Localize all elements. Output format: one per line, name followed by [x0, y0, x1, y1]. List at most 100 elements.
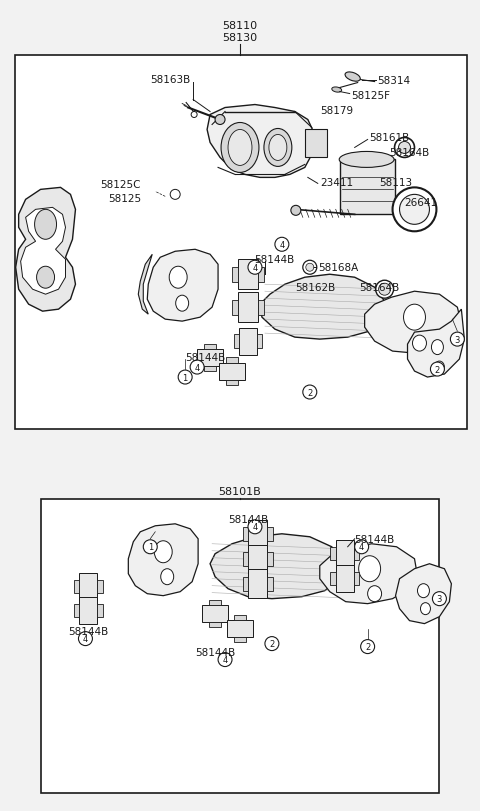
Text: 23411: 23411: [320, 178, 353, 188]
Polygon shape: [210, 534, 342, 599]
Circle shape: [306, 264, 314, 272]
Polygon shape: [238, 260, 258, 290]
Polygon shape: [396, 564, 451, 624]
Text: 4: 4: [279, 241, 285, 250]
Polygon shape: [258, 268, 264, 282]
Circle shape: [144, 540, 157, 554]
Ellipse shape: [154, 541, 172, 563]
Polygon shape: [80, 573, 97, 600]
Circle shape: [432, 592, 446, 606]
Text: 58144B: 58144B: [228, 514, 268, 524]
Ellipse shape: [434, 362, 444, 374]
Circle shape: [399, 195, 430, 225]
Polygon shape: [209, 600, 221, 605]
Polygon shape: [219, 363, 245, 380]
Text: 58125C: 58125C: [100, 180, 141, 190]
Polygon shape: [197, 350, 223, 366]
Ellipse shape: [264, 129, 292, 167]
Polygon shape: [330, 573, 336, 586]
Text: 58164B: 58164B: [390, 148, 430, 158]
Polygon shape: [16, 188, 75, 311]
Ellipse shape: [161, 569, 174, 585]
Ellipse shape: [418, 584, 430, 598]
Text: 2: 2: [365, 642, 370, 651]
Ellipse shape: [169, 267, 187, 289]
Text: 1: 1: [182, 373, 188, 382]
Polygon shape: [147, 250, 218, 322]
Polygon shape: [234, 335, 239, 349]
Text: 4: 4: [194, 363, 200, 372]
Circle shape: [303, 385, 317, 400]
Polygon shape: [249, 520, 267, 548]
Ellipse shape: [269, 135, 287, 161]
Polygon shape: [204, 344, 216, 350]
Polygon shape: [232, 300, 238, 315]
Ellipse shape: [35, 210, 57, 240]
Polygon shape: [243, 552, 249, 566]
Polygon shape: [267, 577, 273, 591]
Text: 58179: 58179: [320, 105, 353, 115]
Text: 4: 4: [252, 522, 258, 532]
Bar: [340, 161, 395, 215]
Text: 1: 1: [148, 543, 153, 551]
Text: 2: 2: [435, 365, 440, 374]
Text: 58125F: 58125F: [352, 91, 391, 101]
Polygon shape: [330, 547, 336, 560]
Ellipse shape: [359, 556, 381, 582]
Text: 58144B: 58144B: [185, 353, 226, 363]
Text: 58168A: 58168A: [318, 263, 358, 273]
Polygon shape: [21, 208, 65, 295]
Ellipse shape: [176, 296, 189, 311]
Polygon shape: [74, 604, 80, 618]
Ellipse shape: [412, 336, 426, 352]
Text: 3: 3: [437, 594, 442, 603]
Text: 58163B: 58163B: [150, 75, 191, 84]
Ellipse shape: [228, 131, 252, 166]
Polygon shape: [226, 358, 239, 363]
Circle shape: [191, 113, 197, 118]
Circle shape: [178, 371, 192, 384]
Circle shape: [398, 142, 410, 154]
Text: 2: 2: [269, 639, 275, 648]
Polygon shape: [74, 580, 80, 594]
Polygon shape: [354, 547, 359, 560]
Polygon shape: [138, 255, 152, 315]
Polygon shape: [232, 268, 238, 282]
Circle shape: [393, 188, 436, 232]
Ellipse shape: [345, 73, 360, 82]
Text: 2: 2: [307, 388, 312, 397]
Ellipse shape: [339, 152, 394, 168]
Circle shape: [376, 281, 394, 298]
Polygon shape: [80, 598, 97, 624]
Polygon shape: [97, 580, 103, 594]
Polygon shape: [238, 293, 258, 323]
Circle shape: [78, 632, 93, 646]
Ellipse shape: [420, 603, 431, 615]
Text: 58144B: 58144B: [355, 534, 395, 544]
Polygon shape: [408, 310, 464, 378]
Circle shape: [275, 238, 289, 252]
Polygon shape: [320, 544, 418, 604]
Circle shape: [248, 261, 262, 275]
Circle shape: [379, 284, 391, 296]
Ellipse shape: [432, 340, 444, 355]
Polygon shape: [234, 637, 246, 642]
Ellipse shape: [368, 586, 382, 602]
Polygon shape: [249, 545, 267, 573]
Text: 58314: 58314: [378, 75, 411, 85]
Ellipse shape: [404, 305, 425, 331]
Text: 3: 3: [455, 335, 460, 344]
Ellipse shape: [221, 123, 259, 174]
Bar: [305, 131, 327, 158]
Polygon shape: [336, 541, 354, 568]
Text: 4: 4: [83, 634, 88, 643]
Polygon shape: [336, 565, 354, 593]
Text: 58144B: 58144B: [195, 647, 235, 657]
Polygon shape: [267, 527, 273, 541]
Text: 58113: 58113: [380, 178, 413, 188]
Text: 58130: 58130: [222, 32, 258, 43]
Polygon shape: [209, 622, 221, 628]
Text: 26641: 26641: [405, 198, 438, 208]
Polygon shape: [354, 573, 359, 586]
Text: 4: 4: [252, 264, 258, 272]
